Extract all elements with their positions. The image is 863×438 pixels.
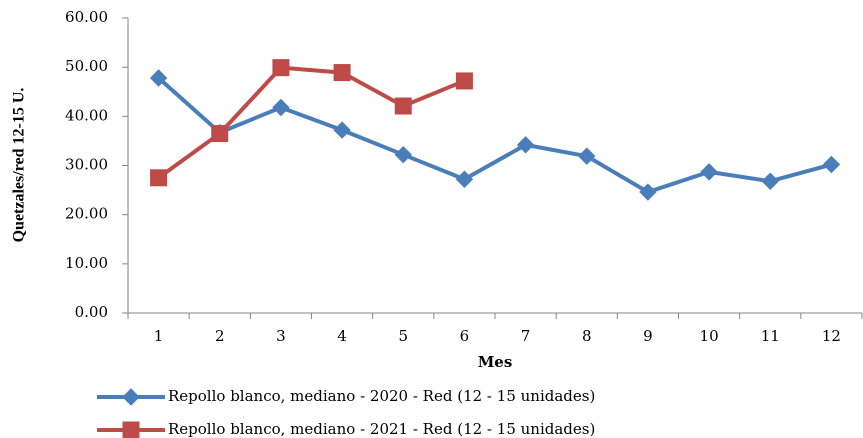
y-tick-label: 30.00: [65, 156, 108, 174]
x-tick-label: 12: [822, 327, 841, 345]
x-tick-label: 9: [643, 327, 653, 345]
data-point: [761, 172, 779, 190]
legend-marker: [122, 421, 140, 438]
data-point: [394, 145, 412, 164]
data-point: [455, 72, 473, 90]
x-axis-title: Mes: [478, 353, 513, 371]
y-tick-label: 0.00: [75, 303, 108, 321]
y-tick-label: 20.00: [65, 205, 108, 223]
data-point: [516, 136, 535, 154]
x-tick-label: 11: [761, 327, 780, 345]
x-tick-label: 10: [700, 327, 719, 345]
y-axis-title: Quetzales/red 12-15 U.: [11, 88, 28, 243]
x-tick-label: 5: [398, 327, 408, 345]
x-tick-label: 7: [521, 327, 531, 345]
x-tick-label: 3: [276, 327, 286, 345]
data-point: [272, 59, 290, 77]
y-tick-label: 40.00: [65, 106, 108, 124]
y-tick-label: 50.00: [65, 57, 108, 75]
x-tick-label: 6: [460, 327, 470, 345]
data-point: [822, 155, 841, 174]
data-point: [272, 98, 290, 117]
legend-label: Repollo blanco, mediano - 2020 - Red (12…: [168, 387, 595, 405]
data-point: [333, 64, 351, 82]
x-tick-label: 8: [582, 327, 592, 345]
x-tick-label: 4: [337, 327, 347, 345]
data-point: [149, 69, 168, 87]
y-tick-label: 60.00: [65, 8, 108, 26]
data-point: [455, 170, 474, 188]
y-tick-label: 10.00: [65, 254, 108, 272]
data-point: [394, 97, 412, 115]
x-tick-label: 1: [154, 327, 164, 345]
data-point: [639, 183, 657, 201]
legend-label: Repollo blanco, mediano - 2021 - Red (12…: [168, 420, 595, 438]
data-point: [211, 125, 229, 143]
x-tick-label: 2: [215, 327, 225, 345]
series-line: [157, 65, 466, 180]
series-line: [157, 76, 832, 195]
data-point: [700, 163, 718, 181]
data-point: [578, 147, 596, 165]
data-point: [150, 169, 168, 187]
legend-marker: [122, 388, 140, 406]
data-point: [333, 121, 351, 139]
